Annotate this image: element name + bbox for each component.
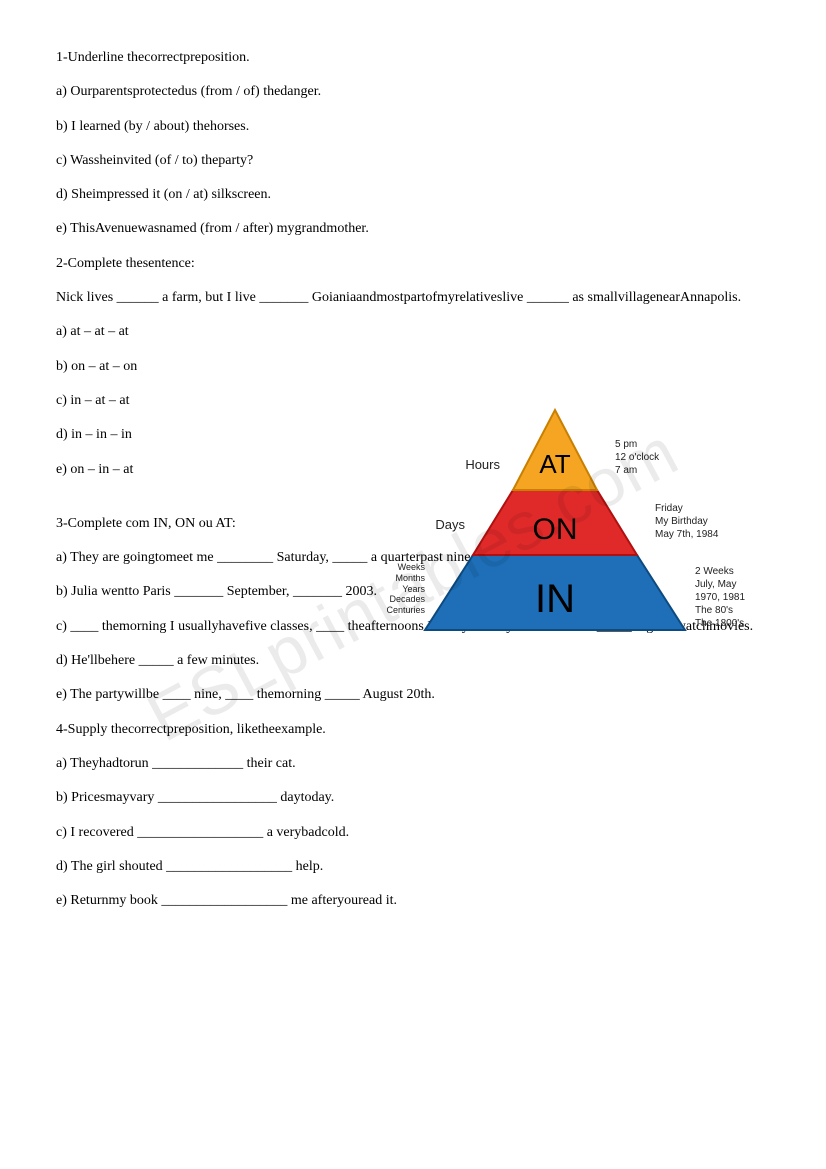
preposition-pyramid: AT ON IN Hours Days Weeks Months Years D… — [335, 390, 785, 650]
q1-d: d) Sheimpressed it (on / at) silkscreen. — [56, 185, 770, 205]
pyramid-right-on: Friday My Birthday May 7th, 1984 — [655, 502, 718, 541]
q4-c: c) I recovered __________________ a very… — [56, 823, 770, 843]
q1-a: a) Ourparentsprotectedus (from / of) the… — [56, 82, 770, 102]
q4-d: d) The girl shouted __________________ h… — [56, 857, 770, 877]
q1-title: 1-Underline thecorrectpreposition. — [56, 48, 770, 68]
pyramid-left-days: Days — [415, 516, 465, 535]
q4-e: e) Returnmy book __________________ me a… — [56, 891, 770, 911]
q2-a: a) at – at – at — [56, 322, 770, 342]
pyramid-word-at: AT — [530, 446, 580, 484]
pyramid-left-periods: Weeks Months Years Decades Centuries — [355, 562, 425, 616]
q4-a: a) Theyhadtorun _____________ their cat. — [56, 754, 770, 774]
q4-b: b) Pricesmayvary _________________ dayto… — [56, 788, 770, 808]
q1-b: b) I learned (by / about) thehorses. — [56, 117, 770, 137]
q2-title: 2-Complete thesentence: — [56, 254, 770, 274]
q2-b: b) on – at – on — [56, 357, 770, 377]
pyramid-right-at: 5 pm 12 o'clock 7 am — [615, 438, 659, 477]
pyramid-word-in: IN — [520, 570, 590, 628]
pyramid-left-hours: Hours — [445, 456, 500, 475]
q2-stem: Nick lives ______ a farm, but I live ___… — [56, 288, 766, 308]
q1-c: c) Wassheinvited (of / to) theparty? — [56, 151, 770, 171]
pyramid-word-on: ON — [520, 508, 590, 552]
q1-e: e) ThisAvenuewasnamed (from / after) myg… — [56, 219, 770, 239]
pyramid-right-in: 2 Weeks July, May 1970, 1981 The 80's Th… — [695, 565, 745, 630]
q4-title: 4-Supply thecorrectpreposition, likethee… — [56, 720, 770, 740]
q3-e: e) The partywillbe ____ nine, ____ themo… — [56, 685, 770, 705]
q3-d: d) He'llbehere _____ a few minutes. — [56, 651, 770, 671]
